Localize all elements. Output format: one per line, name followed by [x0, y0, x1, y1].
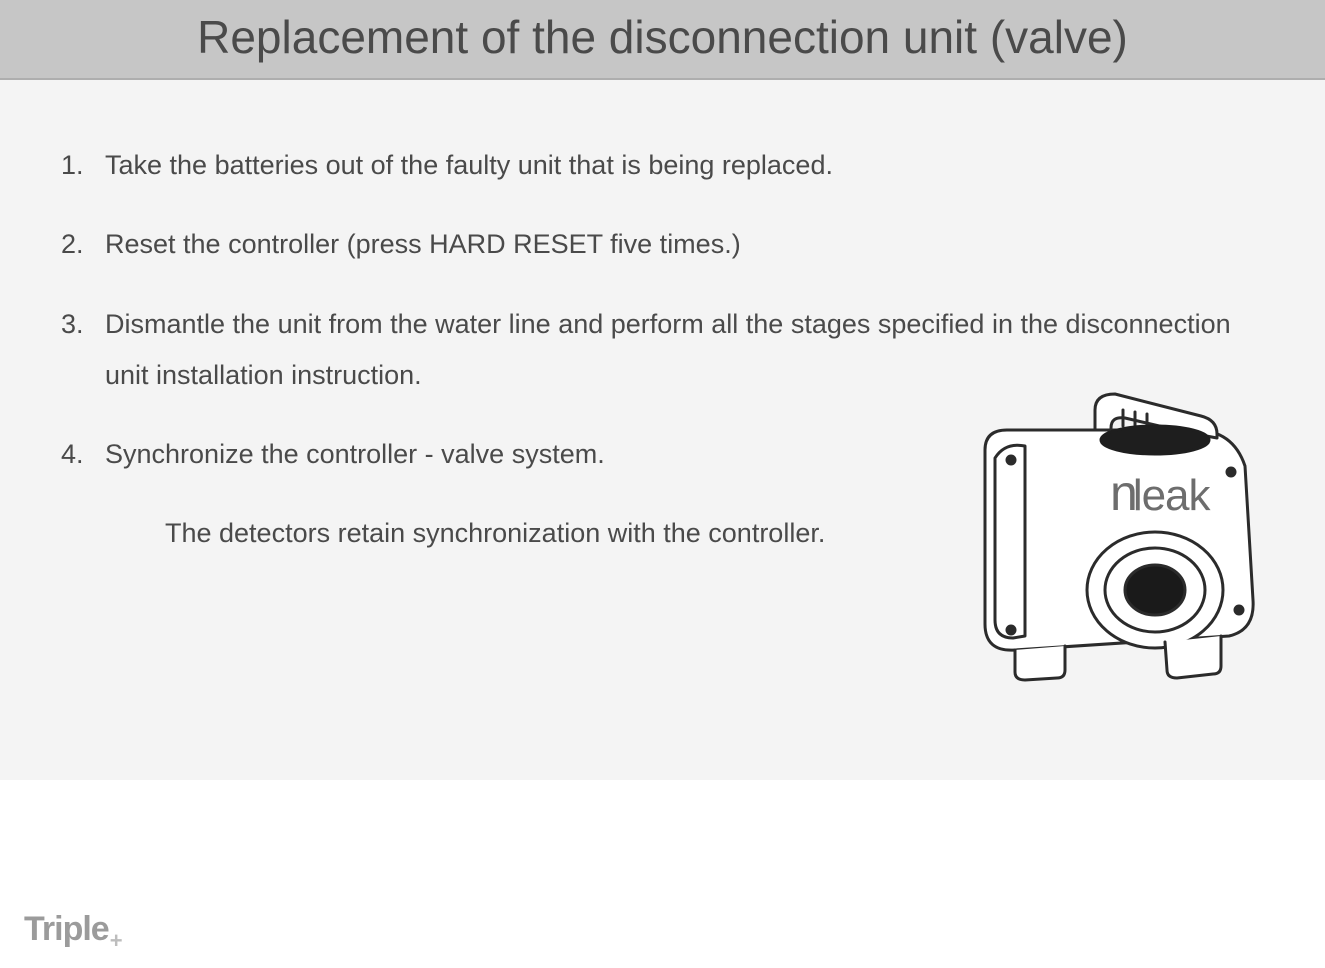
device-illustration: nleak [945, 380, 1275, 690]
device-brand-text: nleak [1110, 465, 1212, 521]
logo-text: Triple [24, 910, 109, 948]
title-bar: Replacement of the disconnection unit (v… [0, 0, 1325, 80]
logo-plus-icon: + [110, 928, 122, 953]
step-item: Reset the controller (press HARD RESET f… [91, 219, 1275, 270]
footer-logo: Triple+ [24, 910, 122, 954]
step-item: Take the batteries out of the faulty uni… [91, 140, 1275, 191]
page-title: Replacement of the disconnection unit (v… [0, 10, 1325, 64]
content-area: Take the batteries out of the faulty uni… [0, 80, 1325, 780]
